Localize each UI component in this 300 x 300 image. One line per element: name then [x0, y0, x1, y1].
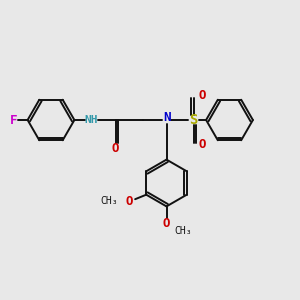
Text: CH₃: CH₃: [174, 226, 192, 236]
Text: NH: NH: [85, 115, 98, 125]
Text: O: O: [198, 89, 206, 102]
Text: N: N: [163, 111, 170, 124]
Text: O: O: [198, 138, 206, 151]
Text: CH₃: CH₃: [101, 196, 118, 206]
Text: S: S: [189, 113, 198, 127]
Text: O: O: [163, 217, 170, 230]
Text: O: O: [112, 142, 119, 155]
Text: F: F: [10, 113, 18, 127]
Text: O: O: [125, 195, 133, 208]
